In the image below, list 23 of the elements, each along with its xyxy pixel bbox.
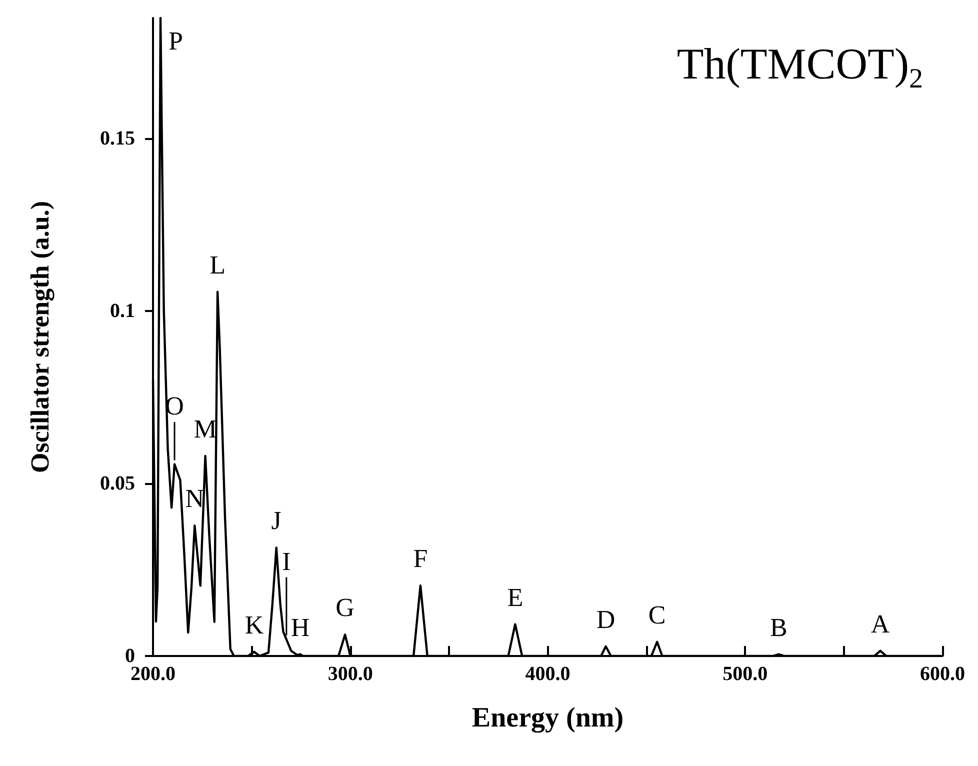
annotation: A: [870, 609, 890, 638]
annotation: I: [282, 546, 291, 576]
annotation: J: [271, 506, 282, 536]
x-tick-label: 500.0: [722, 663, 768, 685]
annotation: E: [507, 582, 524, 612]
x-tick-label: 300.0: [328, 663, 373, 685]
annotation: C: [648, 600, 666, 630]
x-tick-label: 600.0: [920, 663, 965, 685]
annotation: F: [413, 544, 428, 574]
y-tick-label: 0.15: [100, 128, 135, 150]
annotation: G: [336, 593, 354, 622]
annotation: P: [168, 26, 183, 56]
annotation: H: [290, 612, 310, 642]
y-axis-title: Oscillator strength (a.u.): [26, 200, 54, 474]
annotation: B: [770, 612, 788, 642]
annotation: D: [596, 604, 616, 634]
annotation: N: [185, 484, 204, 514]
y-tick-label: 0.05: [100, 472, 135, 495]
x-tick-label: 400.0: [525, 663, 570, 685]
annotation: L: [210, 250, 226, 280]
y-tick-label: 0.1: [110, 300, 135, 322]
x-axis-title: Energy (nm): [472, 702, 624, 734]
annotation: K: [244, 610, 264, 640]
